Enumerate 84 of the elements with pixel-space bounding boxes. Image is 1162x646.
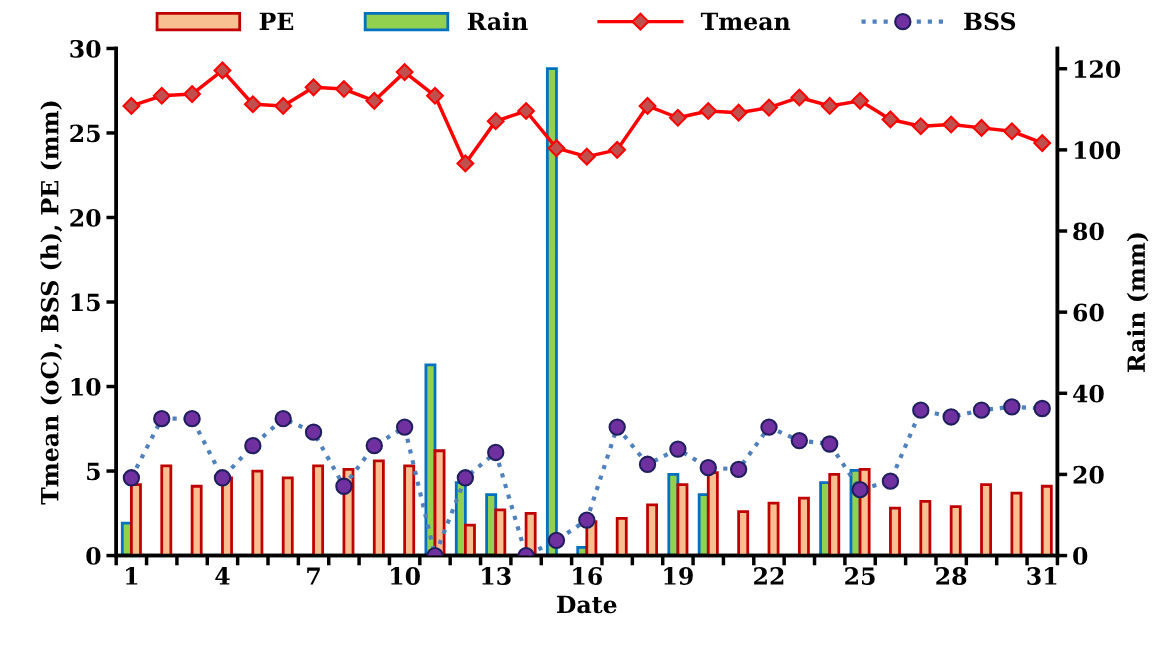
point: [517, 102, 535, 120]
point: [213, 61, 232, 80]
bar: [646, 503, 659, 556]
y-tick-label: 30: [70, 39, 101, 58]
point: [972, 119, 991, 137]
y-tick-label: 25: [70, 124, 100, 143]
y-tick-label: 0: [86, 547, 101, 565]
y2-tick-label: 120: [1074, 60, 1121, 79]
bar: [889, 506, 901, 556]
point: [395, 63, 414, 82]
x-tick-label: 13: [482, 567, 511, 585]
x-tick-label: 19: [664, 567, 693, 585]
y2-tick-label: 80: [1073, 222, 1104, 241]
point: [1033, 134, 1052, 153]
bar: [160, 464, 173, 556]
point: [577, 147, 596, 166]
bar: [1040, 484, 1053, 556]
x-tick-label: 31: [1027, 567, 1057, 585]
point: [456, 154, 475, 173]
y-axis-title: Tmean (oC), BSS (h), PE (mm): [40, 101, 63, 505]
legend-label: Tmean: [700, 12, 791, 31]
point: [942, 115, 961, 134]
y-tick-label: 15: [71, 293, 100, 312]
point: [365, 91, 384, 110]
point: [729, 103, 748, 122]
x-tick-label: 10: [391, 567, 420, 585]
y-tick-label: 5: [87, 462, 100, 481]
x-axis-title: Date: [557, 595, 617, 614]
x-tick-label: 16: [573, 567, 602, 585]
bar: [980, 483, 993, 556]
point: [669, 108, 687, 127]
point: [608, 140, 627, 159]
point: [911, 117, 930, 136]
bar: [312, 464, 325, 556]
bar: [545, 67, 558, 556]
y2-tick-label: 60: [1073, 303, 1104, 322]
bar: [1010, 491, 1023, 556]
y2-axis-title: Rain (mm): [1126, 233, 1149, 372]
y-tick-label: 20: [70, 208, 101, 227]
point: [851, 91, 869, 110]
bar: [615, 516, 628, 556]
point: [881, 110, 900, 129]
legend-label: PE: [259, 12, 294, 30]
point: [335, 80, 353, 98]
point: [274, 97, 293, 115]
point: [638, 97, 657, 115]
point: [426, 86, 444, 105]
point: [790, 88, 809, 107]
y2-tick-label: 40: [1072, 384, 1104, 403]
bar: [949, 505, 962, 556]
point: [486, 112, 505, 131]
bar: [767, 501, 780, 556]
point: [304, 78, 323, 97]
y2-tick-label: 0: [1073, 547, 1088, 565]
legend-label: Rain: [467, 11, 528, 31]
bar: [129, 483, 142, 556]
bar: [919, 500, 932, 556]
bar: [372, 459, 385, 556]
x-tick-label: 7: [307, 567, 320, 585]
point: [760, 98, 778, 117]
bar: [190, 484, 203, 556]
x-tick-label: 22: [754, 567, 784, 585]
x-tick-label: 28: [936, 567, 967, 585]
point: [547, 139, 566, 158]
point: [820, 97, 839, 115]
point: [183, 85, 201, 103]
point: [152, 86, 171, 105]
x-tick-label: 1: [126, 567, 138, 585]
point: [122, 97, 141, 115]
point: [1002, 122, 1021, 141]
bar: [251, 469, 264, 556]
x-tick-label: 25: [845, 567, 875, 585]
bar: [403, 464, 416, 556]
y2-tick-label: 20: [1073, 465, 1104, 484]
point: [243, 95, 262, 114]
y-tick-label: 10: [71, 377, 101, 396]
y2-tick-label: 100: [1074, 141, 1121, 160]
bar: [221, 476, 233, 556]
point: [699, 102, 718, 120]
bar: [797, 496, 810, 556]
bar: [737, 510, 750, 556]
x-tick-label: 4: [215, 567, 230, 585]
bar: [281, 476, 294, 556]
legend-label: BSS: [964, 12, 1016, 31]
